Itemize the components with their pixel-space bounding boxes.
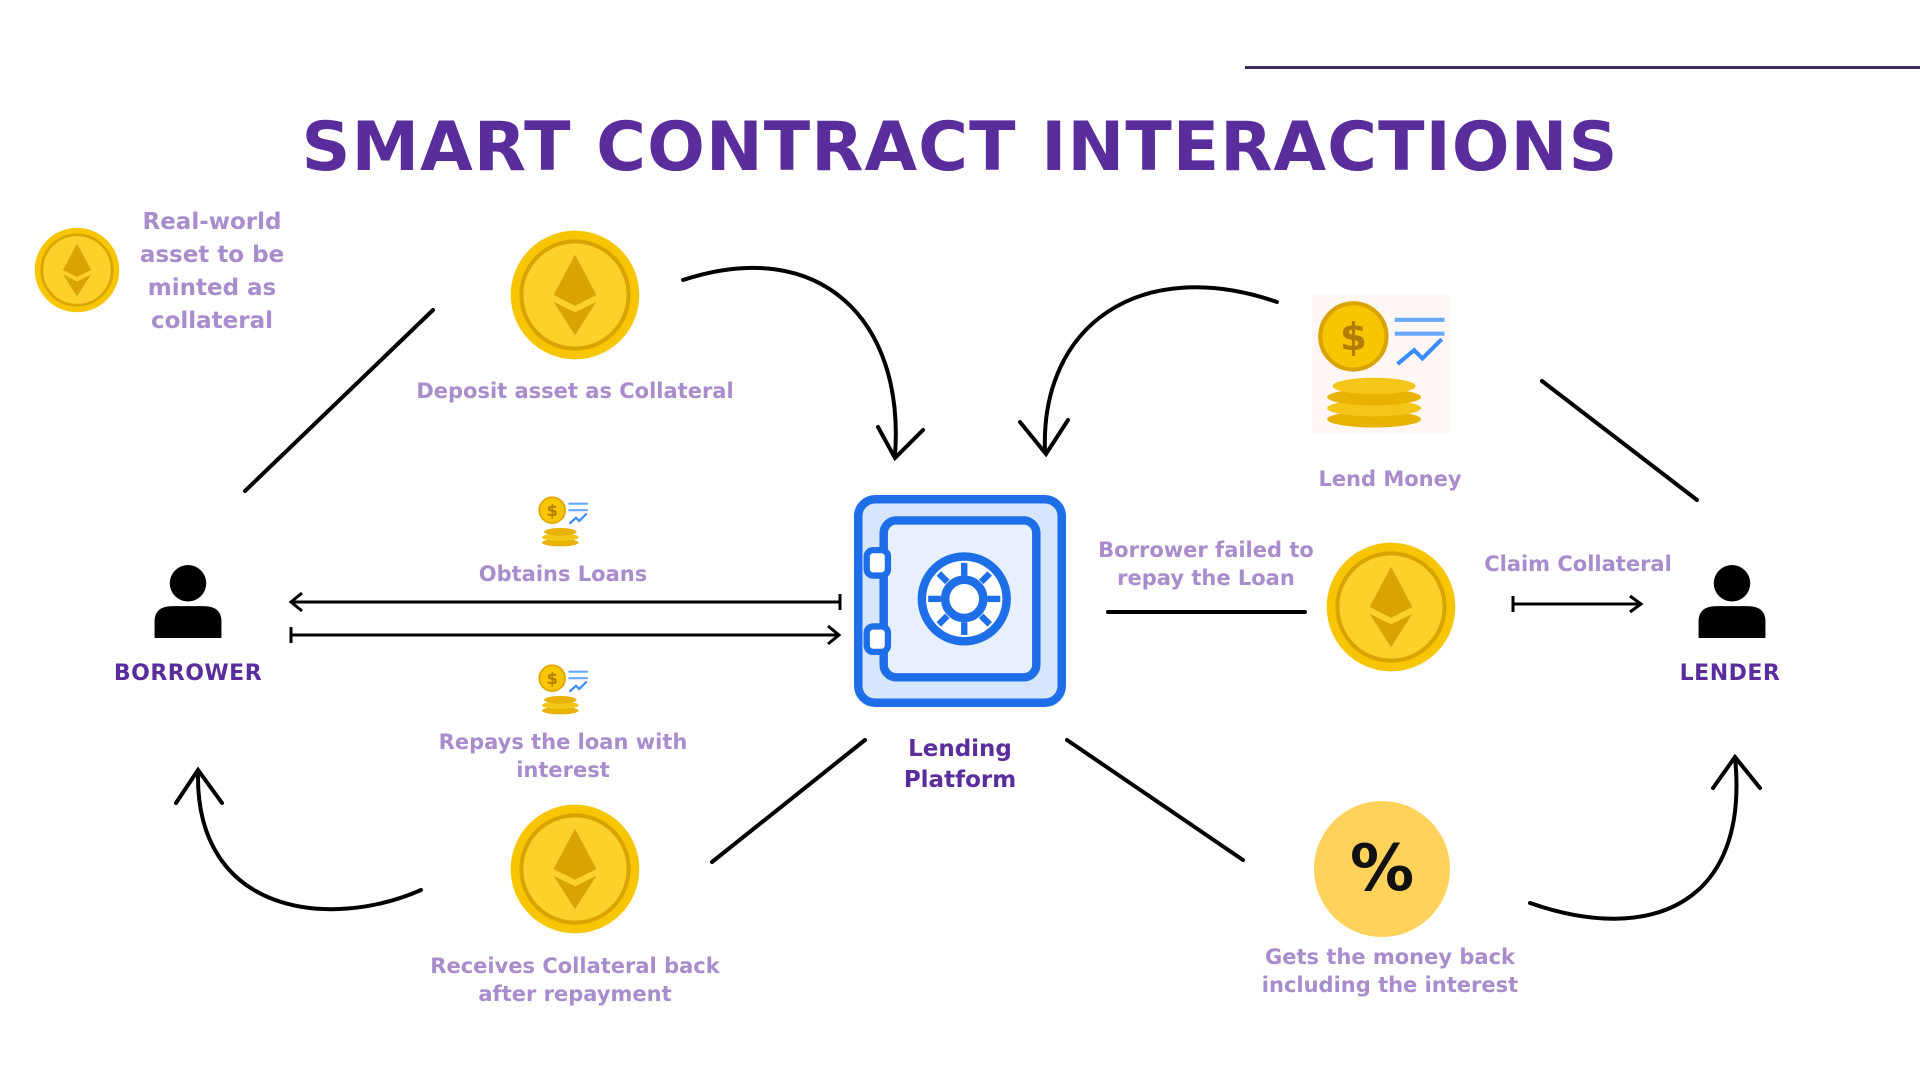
svg-text:$: $ bbox=[1340, 315, 1367, 360]
failed-label: Borrower failed to repay the Loan bbox=[1086, 536, 1326, 592]
svg-text:$: $ bbox=[547, 669, 558, 688]
ethereum-coin-icon bbox=[510, 804, 640, 934]
deposit-label: Deposit asset as Collateral bbox=[416, 379, 734, 403]
repays-line-1: Repays the loan with bbox=[438, 730, 688, 754]
money-growth-icon: $ bbox=[538, 496, 588, 547]
gets-back-line-1: Gets the money back bbox=[1265, 945, 1515, 969]
platform-line-2: Platform bbox=[903, 767, 1017, 793]
real-world-label: Real-world asset to be minted as collate… bbox=[112, 206, 312, 338]
borrower-label: BORROWER bbox=[113, 661, 263, 686]
repays-label: Repays the loan with interest bbox=[403, 728, 723, 784]
receives-line-1: Receives Collateral back bbox=[430, 954, 720, 978]
money-growth-icon: $ bbox=[538, 664, 588, 715]
gets-back-line-2: including the interest bbox=[1261, 973, 1519, 997]
arrowhead-lend bbox=[1018, 418, 1070, 458]
real-world-line-3: minted as bbox=[147, 275, 277, 301]
percent-icon: % bbox=[1314, 801, 1450, 937]
real-world-line-2: asset to be bbox=[139, 242, 285, 268]
claim-label: Claim Collateral bbox=[1484, 552, 1672, 576]
curve-receives-borrower bbox=[195, 770, 423, 912]
platform-line-1: Lending bbox=[908, 736, 1012, 762]
link-platform-gets bbox=[1065, 738, 1245, 862]
curve-gets-lender bbox=[1528, 755, 1739, 921]
link-lend-lender bbox=[1540, 379, 1699, 502]
svg-text:$: $ bbox=[547, 501, 558, 520]
repays-line-2: interest bbox=[516, 758, 610, 782]
real-world-line-4: collateral bbox=[150, 308, 274, 334]
user-icon bbox=[154, 565, 222, 638]
curve-deposit-platform bbox=[681, 265, 898, 457]
gets-back-label: Gets the money back including the intere… bbox=[1240, 943, 1540, 999]
ethereum-coin-icon bbox=[1326, 542, 1456, 672]
arrowhead-lender bbox=[1711, 753, 1762, 790]
obtains-label: Obtains Loans bbox=[478, 562, 648, 586]
accent-line bbox=[1245, 66, 1920, 69]
link-borrower-deposit bbox=[243, 308, 435, 493]
curve-lend-platform bbox=[1042, 285, 1279, 454]
user-icon bbox=[1698, 565, 1766, 638]
lender-label: LENDER bbox=[1679, 661, 1781, 686]
arrowhead-deposit bbox=[876, 425, 925, 462]
money-growth-icon: $ bbox=[1312, 295, 1450, 433]
link-platform-receives bbox=[710, 738, 867, 864]
vault-icon bbox=[854, 495, 1066, 707]
platform-label: Lending Platform bbox=[860, 734, 1060, 796]
ethereum-coin-icon bbox=[34, 227, 120, 313]
receives-line-2: after repayment bbox=[478, 982, 672, 1006]
real-world-line-1: Real-world bbox=[142, 209, 282, 235]
failed-line-1: Borrower failed to bbox=[1098, 538, 1314, 562]
lend-money-label: Lend Money bbox=[1318, 467, 1462, 491]
page-title: SMART CONTRACT INTERACTIONS bbox=[301, 108, 1619, 187]
ethereum-coin-icon bbox=[510, 230, 640, 360]
receives-label: Receives Collateral back after repayment bbox=[405, 952, 745, 1008]
failed-line-2: repay the Loan bbox=[1117, 566, 1295, 590]
arrowhead-borrower bbox=[174, 766, 224, 805]
